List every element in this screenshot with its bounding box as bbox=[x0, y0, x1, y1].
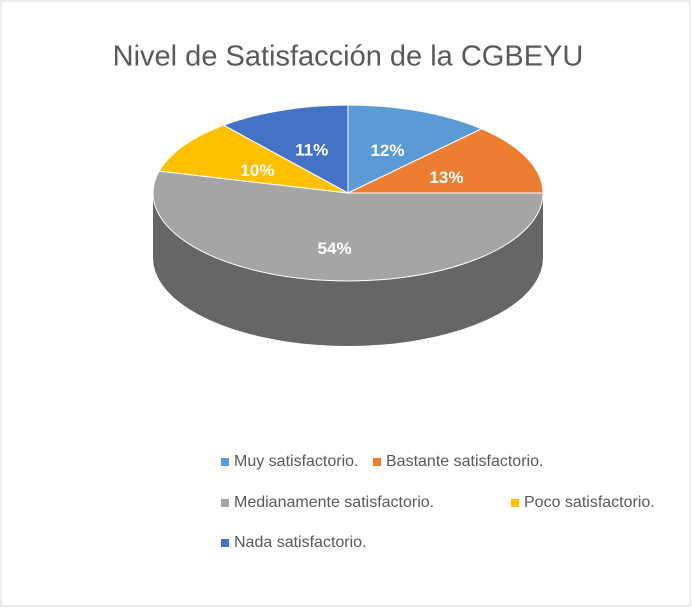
legend-label: Medianamente satisfactorio. bbox=[234, 494, 434, 511]
slice bbox=[347, 104, 483, 194]
legend-label: Muy satisfactorio. bbox=[234, 453, 358, 470]
slice bbox=[152, 170, 544, 282]
legend-marker bbox=[511, 499, 519, 507]
slice bbox=[158, 124, 349, 194]
slice bbox=[222, 104, 349, 194]
data-label: 13% bbox=[429, 168, 463, 187]
slice bbox=[347, 128, 544, 194]
slice-side bbox=[153, 193, 543, 346]
data-label: 10% bbox=[240, 161, 274, 180]
legend-marker bbox=[221, 539, 229, 547]
legend-label: Nada satisfactorio. bbox=[234, 534, 367, 551]
data-label: 54% bbox=[318, 239, 352, 258]
legend-label: Poco satisfactorio. bbox=[524, 494, 655, 511]
legend-label: Bastante satisfactorio. bbox=[386, 453, 543, 470]
data-label: 12% bbox=[370, 141, 404, 160]
data-label: 11% bbox=[295, 140, 328, 159]
legend-marker bbox=[221, 499, 229, 507]
legend-marker bbox=[373, 458, 381, 466]
chart-title: Nivel de Satisfacción de la CGBEYU bbox=[113, 41, 584, 73]
legend-marker bbox=[221, 458, 229, 466]
